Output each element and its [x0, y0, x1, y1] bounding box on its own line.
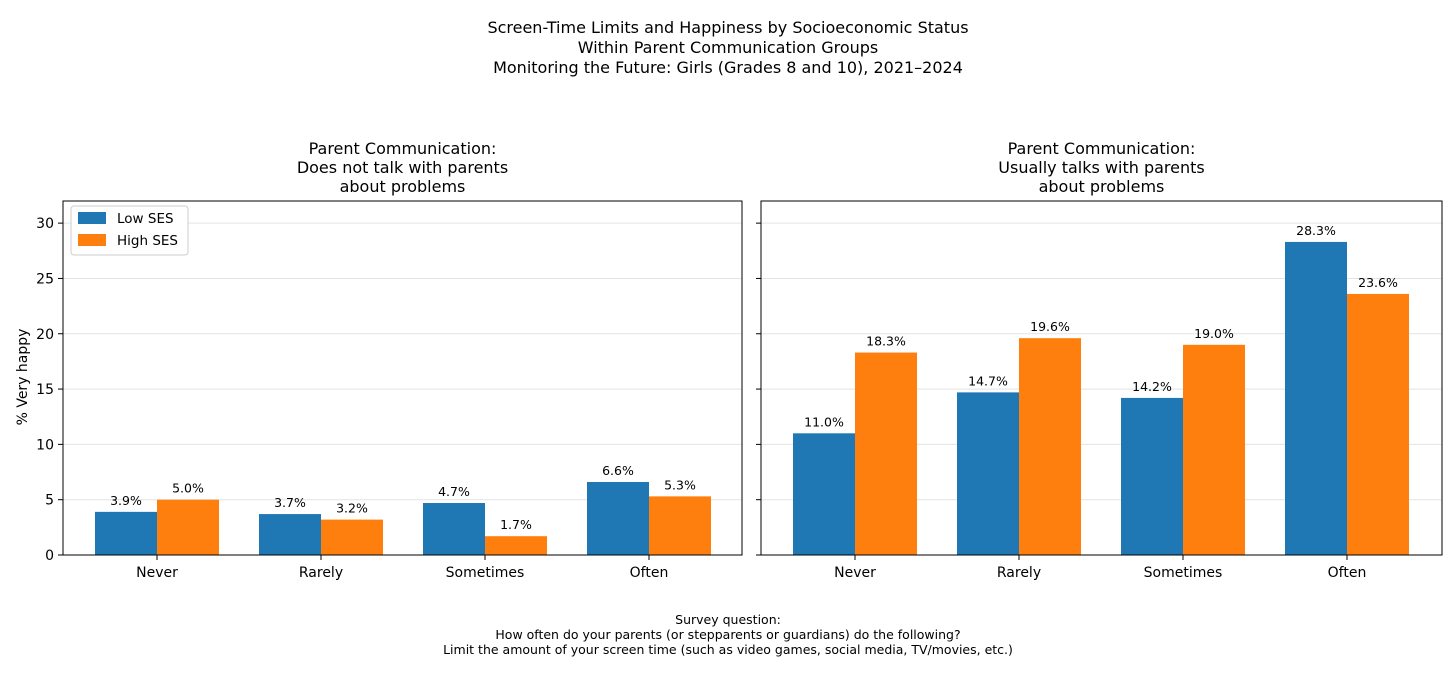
bar-high-ses-sometimes	[485, 536, 547, 555]
x-tick-label-sometimes: Sometimes	[1144, 565, 1223, 581]
footnote-line-1: Survey question:	[675, 612, 781, 627]
bar-low-ses-rarely	[259, 514, 321, 555]
footnote-line-2: How often do your parents (or stepparent…	[495, 627, 960, 642]
data-label-low-ses-never: 11.0%	[804, 414, 844, 429]
y-tick-label-30: 30	[36, 216, 54, 232]
x-tick-label-often: Often	[630, 565, 669, 581]
bar-high-ses-never	[855, 352, 917, 555]
data-label-low-ses-rarely: 3.7%	[274, 495, 306, 510]
panel-1-title-line-1: Parent Communication:	[1008, 139, 1196, 158]
y-tick-label-10: 10	[36, 437, 54, 453]
legend-swatch-high-ses	[78, 234, 106, 246]
panel-1-title-line-2: Usually talks with parents	[998, 158, 1204, 177]
data-label-high-ses-rarely: 3.2%	[336, 501, 368, 516]
bar-low-ses-often	[587, 481, 649, 555]
data-label-high-ses-often: 23.6%	[1358, 275, 1398, 290]
data-label-low-ses-rarely: 14.7%	[968, 373, 1008, 388]
chart-title-line-3: Monitoring the Future: Girls (Grades 8 a…	[493, 58, 963, 77]
bar-low-ses-rarely	[957, 392, 1019, 555]
bar-low-ses-sometimes	[423, 503, 485, 555]
data-label-high-ses-rarely: 19.6%	[1030, 319, 1070, 334]
data-label-low-ses-often: 28.3%	[1296, 223, 1336, 238]
footnote-line-3: Limit the amount of your screen time (su…	[443, 642, 1013, 657]
y-tick-label-20: 20	[36, 327, 54, 343]
x-tick-label-rarely: Rarely	[299, 565, 343, 581]
x-tick-label-never: Never	[136, 565, 178, 581]
data-label-low-ses-sometimes: 14.2%	[1132, 379, 1172, 394]
legend-label-low-ses: Low SES	[117, 211, 174, 227]
data-label-high-ses-never: 18.3%	[866, 334, 906, 349]
bar-low-ses-often	[1285, 241, 1347, 555]
data-label-high-ses-sometimes: 19.0%	[1194, 326, 1234, 341]
bar-high-ses-often	[1347, 293, 1409, 555]
bar-low-ses-never	[793, 433, 855, 555]
bar-low-ses-never	[95, 511, 157, 555]
data-label-high-ses-sometimes: 1.7%	[500, 517, 532, 532]
x-tick-label-never: Never	[834, 565, 876, 581]
data-label-high-ses-often: 5.3%	[664, 477, 696, 492]
plot-frame	[62, 200, 743, 556]
y-tick-label-15: 15	[36, 382, 54, 398]
chart-title-line-1: Screen-Time Limits and Happiness by Soci…	[487, 18, 968, 37]
panel-left: Parent Communication:Does not talk with …	[36, 139, 743, 581]
panel-right: Parent Communication:Usually talks with …	[756, 139, 1443, 581]
legend-swatch-low-ses	[78, 212, 106, 224]
data-label-low-ses-sometimes: 4.7%	[438, 484, 470, 499]
data-label-high-ses-never: 5.0%	[172, 481, 204, 496]
y-tick-label-5: 5	[45, 493, 54, 509]
x-tick-label-rarely: Rarely	[997, 565, 1041, 581]
data-label-low-ses-often: 6.6%	[602, 463, 634, 478]
bar-high-ses-rarely	[321, 519, 383, 555]
x-tick-label-often: Often	[1328, 565, 1367, 581]
y-tick-label-25: 25	[36, 271, 54, 287]
chart-title-line-2: Within Parent Communication Groups	[578, 38, 879, 57]
bar-low-ses-sometimes	[1121, 397, 1183, 555]
plot-frame	[760, 200, 1443, 556]
bar-high-ses-sometimes	[1183, 344, 1245, 555]
legend: Low SES High SES	[70, 205, 189, 256]
panel-0-title-line-1: Parent Communication:	[309, 139, 497, 158]
panel-0-title-line-3: about problems	[340, 177, 466, 196]
panel-0-title-line-2: Does not talk with parents	[297, 158, 508, 177]
bar-high-ses-rarely	[1019, 338, 1081, 555]
bar-high-ses-often	[649, 496, 711, 555]
y-tick-label-0: 0	[45, 548, 54, 564]
data-label-low-ses-never: 3.9%	[110, 493, 142, 508]
x-tick-label-sometimes: Sometimes	[446, 565, 525, 581]
y-axis-label: % Very happy	[15, 329, 31, 426]
legend-label-high-ses: High SES	[117, 233, 178, 249]
panel-1-title-line-3: about problems	[1039, 177, 1165, 196]
bar-high-ses-never	[157, 499, 219, 555]
